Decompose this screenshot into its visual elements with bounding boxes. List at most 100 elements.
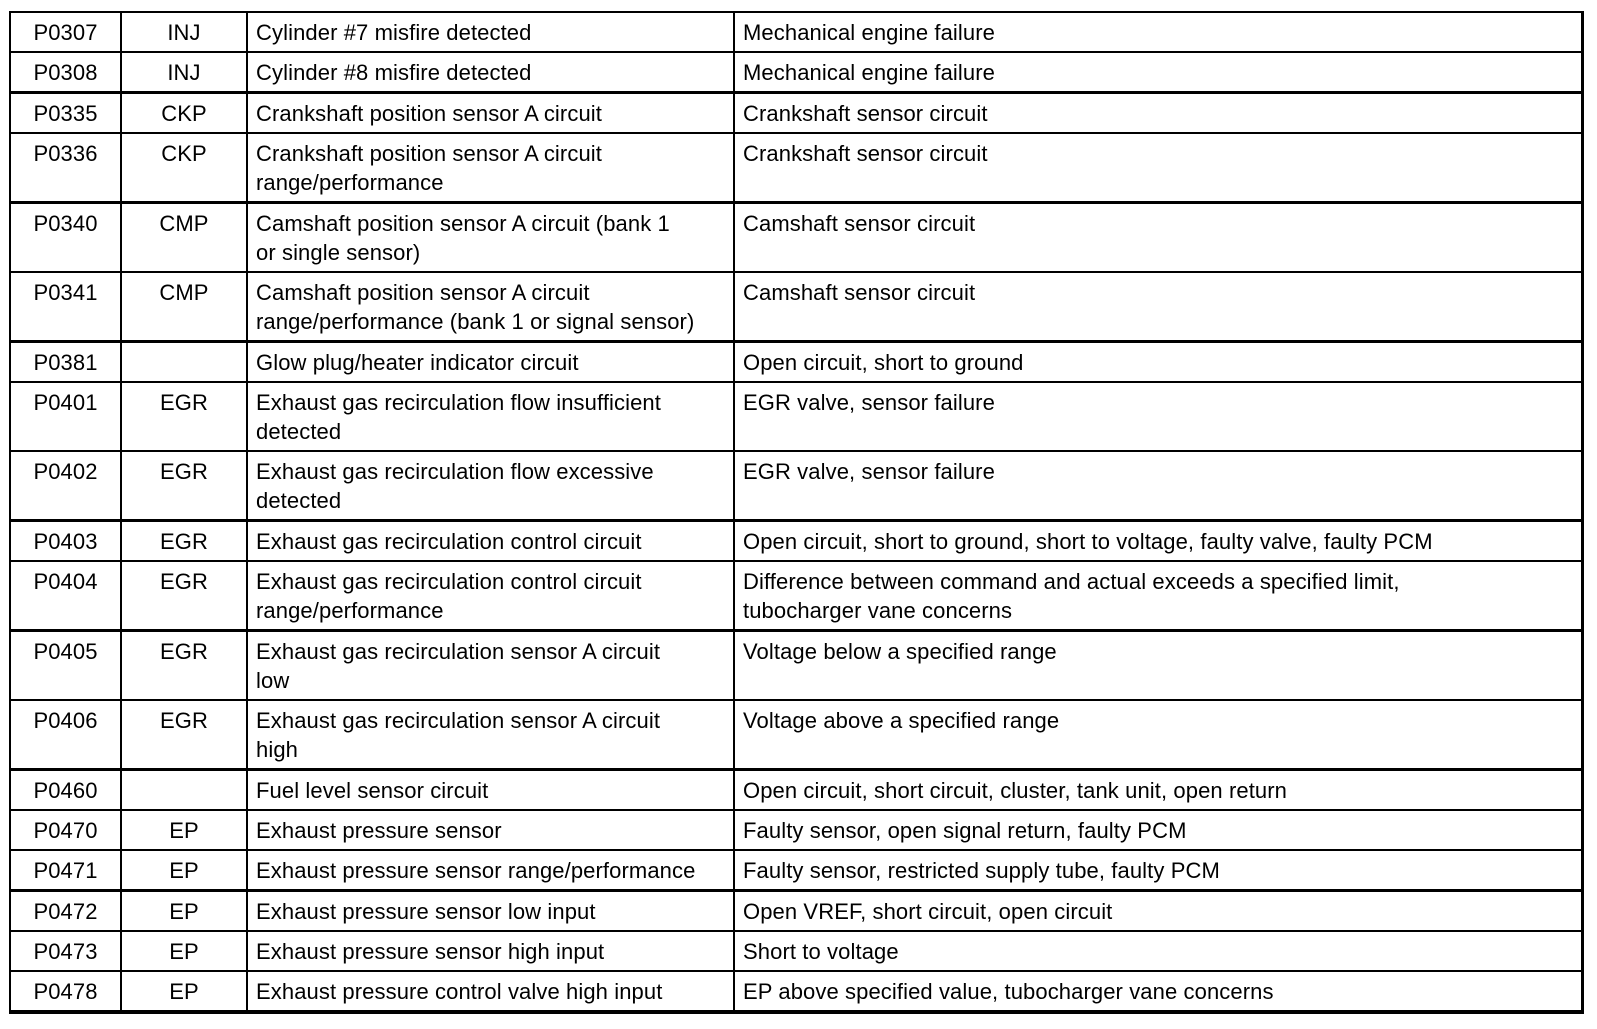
description-cell: Exhaust gas recirculation control circui… [246, 519, 735, 562]
cause-cell-line: Mechanical engine failure [743, 60, 995, 85]
description-cell: Crankshaft position sensor A circuit rang… [246, 132, 735, 204]
description-cell-line: Exhaust gas recirculation control circui… [256, 529, 642, 554]
dtc-code-cell: P0336 [9, 132, 122, 204]
cause-cell: Camshaft sensor circuit [733, 201, 1583, 273]
system-abbr-cell: EGR [120, 699, 248, 771]
cause-cell-line: Open VREF, short circuit, open circuit [743, 899, 1113, 924]
description-cell-line: low [256, 668, 290, 693]
description-cell-line: Exhaust gas recirculation sensor A circu… [256, 639, 661, 664]
description-cell-line: Crankshaft position sensor A circuit [256, 141, 602, 166]
description-cell-line: range/performance (bank 1 or signal sens… [256, 309, 695, 334]
description-cell-line: detected [256, 488, 342, 513]
description-cell: Cylinder #7 misfire detected [246, 11, 735, 53]
description-cell: Exhaust pressure sensor [246, 809, 735, 851]
cause-cell-line: Open circuit, short to ground [743, 350, 1024, 375]
table-row: P0403 EGR Exhaust gas recirculation contro… [9, 519, 1583, 562]
dtc-code-cell: P0308 [9, 51, 122, 94]
table-row: P0381 Glow plug/heater indicator circuit O… [9, 340, 1583, 383]
description-cell: Exhaust pressure control valve high inpu… [246, 970, 735, 1013]
cause-cell: EGR valve, sensor failure [733, 381, 1583, 452]
dtc-code-cell: P0341 [9, 271, 122, 343]
dtc-code-cell: P0470 [9, 809, 122, 851]
system-abbr-cell: CKP [120, 91, 248, 134]
cause-cell-line: Short to voltage [743, 939, 899, 964]
cause-cell: Open circuit, short circuit, cluster, ta… [733, 768, 1583, 811]
dtc-code-cell: P0404 [9, 560, 122, 632]
cause-cell-line: Difference between command and actual ex… [743, 569, 1400, 594]
system-abbr-cell: CMP [120, 271, 248, 343]
description-cell: Exhaust gas recirculation control circui… [246, 560, 735, 632]
description-cell: Exhaust pressure sensor range/performanc… [246, 849, 735, 892]
cause-cell: Mechanical engine failure [733, 51, 1583, 94]
system-abbr-cell: EGR [120, 629, 248, 701]
description-cell: Exhaust gas recirculation flow insuffici… [246, 381, 735, 452]
description-cell-line: Exhaust gas recirculation sensor A circu… [256, 708, 661, 733]
cause-cell: Crankshaft sensor circuit [733, 132, 1583, 204]
dtc-code-cell: P0460 [9, 768, 122, 811]
description-cell-line: Cylinder #8 misfire detected [256, 60, 532, 85]
dtc-code-cell: P0340 [9, 201, 122, 273]
cause-cell-line: Voltage below a specified range [743, 639, 1057, 664]
system-abbr-cell: EP [120, 849, 248, 892]
system-abbr-cell: CMP [120, 201, 248, 273]
system-abbr-cell: EGR [120, 381, 248, 452]
description-cell-line: Exhaust pressure sensor low input [256, 899, 596, 924]
dtc-code-cell: P0335 [9, 91, 122, 134]
cause-cell-line: Open circuit, short circuit, cluster, ta… [743, 778, 1288, 803]
cause-cell-line: Mechanical engine failure [743, 20, 995, 45]
dtc-code-cell: P0381 [9, 340, 122, 383]
system-abbr-cell [120, 340, 248, 383]
system-abbr-cell: EP [120, 970, 248, 1013]
description-cell: Exhaust pressure sensor high input [246, 930, 735, 972]
dtc-code-cell: P0473 [9, 930, 122, 972]
table-row: P0405 EGR Exhaust gas recirculation sensor… [9, 629, 1583, 701]
table-row: P0335 CKP Crankshaft position sensor A cir… [9, 91, 1583, 134]
dtc-code-cell: P0307 [9, 11, 122, 53]
cause-cell-line: EGR valve, sensor failure [743, 390, 995, 415]
cause-cell: Voltage above a specified range [733, 699, 1583, 771]
dtc-code-cell: P0471 [9, 849, 122, 892]
cause-cell: Camshaft sensor circuit [733, 271, 1583, 343]
cause-cell-line: Crankshaft sensor circuit [743, 141, 988, 166]
cause-cell: Short to voltage [733, 930, 1583, 972]
table-row: P0472 EP Exhaust pressure sensor low input… [9, 889, 1583, 932]
cause-cell: Open VREF, short circuit, open circuit [733, 889, 1583, 932]
description-cell-line: Glow plug/heater indicator circuit [256, 350, 579, 375]
table-row: P0340 CMP Camshaft position sensor A circu… [9, 201, 1583, 273]
description-cell-line: Fuel level sensor circuit [256, 778, 489, 803]
cause-cell: Open circuit, short to ground [733, 340, 1583, 383]
description-cell-line: Camshaft position sensor A circuit (bank… [256, 211, 670, 236]
cause-cell: EP above specified value, tubocharger va… [733, 970, 1583, 1013]
description-cell: Glow plug/heater indicator circuit [246, 340, 735, 383]
cause-cell-line: Crankshaft sensor circuit [743, 101, 988, 126]
cause-cell-line: EP above specified value, tubocharger va… [743, 979, 1274, 1004]
system-abbr-cell: INJ [120, 11, 248, 53]
cause-cell: EGR valve, sensor failure [733, 450, 1583, 522]
dtc-code-cell: P0403 [9, 519, 122, 562]
description-cell-line: Exhaust gas recirculation control circui… [256, 569, 642, 594]
description-cell: Fuel level sensor circuit [246, 768, 735, 811]
table-row: P0470 EP Exhaust pressure sensor Faulty sen… [9, 809, 1583, 851]
table-row: P0308 INJ Cylinder #8 misfire detected Mech… [9, 51, 1583, 94]
table-row: P0478 EP Exhaust pressure control valve hi… [9, 970, 1583, 1013]
description-cell: Camshaft position sensor A circuit (bank… [246, 201, 735, 273]
description-cell-line: Exhaust gas recirculation flow excessive [256, 459, 654, 484]
dtc-code-cell: P0478 [9, 970, 122, 1013]
system-abbr-cell: EP [120, 809, 248, 851]
dtc-code-cell: P0472 [9, 889, 122, 932]
system-abbr-cell: CKP [120, 132, 248, 204]
cause-cell: Difference between command and actual ex… [733, 560, 1583, 632]
cause-cell-line: tubocharger vane concerns [743, 598, 1013, 623]
dtc-table: P0307 INJ Cylinder #7 misfire detected Mech… [9, 11, 1584, 1014]
description-cell-line: Camshaft position sensor A circuit [256, 280, 590, 305]
description-cell-line: high [256, 737, 298, 762]
cause-cell: Voltage below a specified range [733, 629, 1583, 701]
cause-cell-line: Camshaft sensor circuit [743, 211, 976, 236]
cause-cell-line: Camshaft sensor circuit [743, 280, 976, 305]
description-cell-line: Exhaust pressure sensor high input [256, 939, 605, 964]
cause-cell: Crankshaft sensor circuit [733, 91, 1583, 134]
description-cell-line: detected [256, 419, 342, 444]
system-abbr-cell: EP [120, 889, 248, 932]
description-cell-line: or single sensor) [256, 240, 421, 265]
